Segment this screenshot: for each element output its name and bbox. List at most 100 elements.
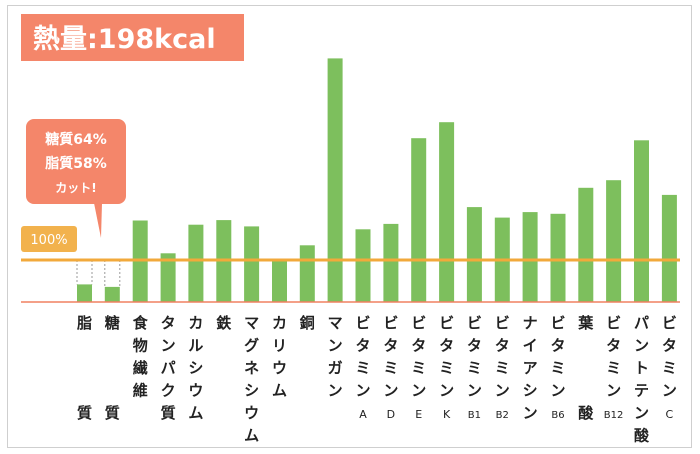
category-label-11-char-1: タ [383, 337, 398, 355]
category-label-13-char-4: K [443, 408, 451, 421]
category-label-6-char-5: ム [244, 427, 259, 445]
category-label-16-char-3: シ [523, 382, 538, 400]
category-label-19-char-0: ビ [606, 314, 621, 332]
category-label-11-char-3: ン [383, 382, 398, 400]
bar-8 [299, 245, 315, 302]
category-label-9-char-0: マ [328, 314, 343, 332]
category-label-7-char-3: ム [272, 382, 287, 400]
callout-line-2: 脂質58% [44, 155, 107, 172]
category-label-20-char-4: ン [634, 404, 649, 422]
category-label-15-char-4: B2 [496, 410, 509, 421]
bar-13 [439, 122, 455, 302]
category-label-2-char-2: 繊 [133, 359, 148, 377]
bar-21 [661, 194, 677, 302]
callout-line-1: 糖質64% [45, 131, 107, 148]
category-label-14-char-0: ビ [467, 314, 482, 332]
bar-0 [77, 284, 92, 302]
reference-label-box [21, 226, 77, 252]
category-label-17-char-4: B6 [551, 410, 564, 421]
category-label-9-char-1: ン [328, 337, 343, 355]
category-label-2-char-1: 物 [133, 337, 148, 355]
category-label-21-char-1: タ [662, 337, 677, 355]
bar-4 [188, 224, 204, 302]
callout-line-3: カット! [55, 181, 96, 195]
category-label-4-char-4: ム [188, 404, 203, 422]
category-label-2-char-3: 維 [133, 382, 148, 400]
calorie-badge [21, 14, 244, 61]
category-label-4-char-3: ウ [188, 382, 203, 400]
category-label-20-char-0: パ [634, 314, 649, 332]
category-label-20-char-1: ン [634, 337, 649, 355]
bar-18 [578, 187, 594, 302]
bar-16 [522, 212, 538, 302]
bar-10 [355, 229, 371, 302]
category-label-3-char-2: パ [161, 359, 176, 377]
chart-frame [7, 5, 692, 448]
bar-12 [411, 138, 427, 302]
bar-9 [327, 58, 343, 303]
category-label-5-char-0: 鉄 [216, 314, 231, 332]
category-label-6-char-0: マ [244, 314, 259, 332]
category-label-10-char-4: A [359, 408, 367, 421]
category-label-7-char-0: カ [272, 314, 287, 332]
category-label-2-char-0: 食 [133, 314, 149, 332]
category-label-19-char-2: ミ [606, 359, 621, 377]
category-label-6-char-1: グ [244, 337, 259, 355]
category-label-18-char-4: 酸 [578, 404, 594, 422]
category-label-14-char-1: タ [467, 337, 482, 355]
category-label-20-char-3: テ [634, 382, 649, 400]
category-label-9-char-2: ガ [328, 359, 343, 377]
bar-7 [272, 260, 287, 302]
callout-box [26, 119, 126, 204]
bar-20 [634, 140, 649, 302]
category-label-21-char-0: ビ [662, 314, 677, 332]
category-label-11-char-0: ビ [383, 314, 398, 332]
bar-3 [160, 253, 176, 302]
category-label-12-char-4: E [415, 408, 422, 421]
bar-11 [383, 223, 399, 302]
category-label-10-char-2: ミ [355, 359, 370, 377]
category-label-14-char-3: ン [467, 382, 482, 400]
category-label-16-char-1: イ [523, 337, 538, 355]
category-label-15-char-1: タ [495, 337, 510, 355]
category-label-15-char-3: ン [495, 382, 510, 400]
category-label-6-char-4: ウ [244, 404, 259, 422]
category-label-16-char-4: ン [523, 404, 538, 422]
category-label-0-char-0: 脂 [77, 314, 92, 332]
category-label-4-char-2: シ [188, 359, 203, 377]
category-label-21-char-4: C [666, 408, 674, 421]
category-label-7-char-1: リ [272, 337, 287, 355]
category-label-4-char-1: ル [188, 337, 203, 355]
bar-14 [466, 207, 482, 302]
category-label-6-char-2: ネ [244, 359, 259, 377]
category-label-15-char-0: ビ [495, 314, 510, 332]
category-label-13-char-1: タ [439, 337, 454, 355]
category-label-8-char-0: 銅 [300, 314, 315, 332]
category-label-16-char-2: ア [523, 359, 538, 377]
category-label-12-char-0: ビ [411, 314, 426, 332]
category-label-14-char-4: B1 [468, 410, 481, 421]
category-label-21-char-3: ン [662, 382, 677, 400]
category-label-3-char-3: ク [161, 382, 176, 400]
category-label-15-char-2: ミ [495, 359, 510, 377]
category-label-9-char-3: ン [328, 382, 343, 400]
category-label-13-char-3: ン [439, 382, 454, 400]
category-label-12-char-2: ミ [411, 359, 426, 377]
category-label-6-char-3: シ [244, 382, 259, 400]
calorie-badge-text: 熱量:198kcal [33, 24, 216, 55]
category-label-3-char-1: ン [161, 337, 176, 355]
callout-pointer [94, 203, 102, 238]
category-label-12-char-3: ン [411, 382, 426, 400]
category-label-21-char-2: ミ [662, 359, 677, 377]
category-label-4-char-0: カ [188, 314, 203, 332]
category-label-19-char-3: ン [606, 382, 621, 400]
bar-6 [244, 226, 260, 302]
category-label-17-char-3: ン [550, 382, 565, 400]
category-label-3-char-4: 質 [161, 404, 176, 422]
category-label-13-char-2: ミ [439, 359, 454, 377]
category-label-10-char-1: タ [355, 337, 370, 355]
category-label-11-char-4: D [387, 408, 395, 421]
category-label-12-char-1: タ [411, 337, 426, 355]
bar-1 [104, 286, 120, 302]
